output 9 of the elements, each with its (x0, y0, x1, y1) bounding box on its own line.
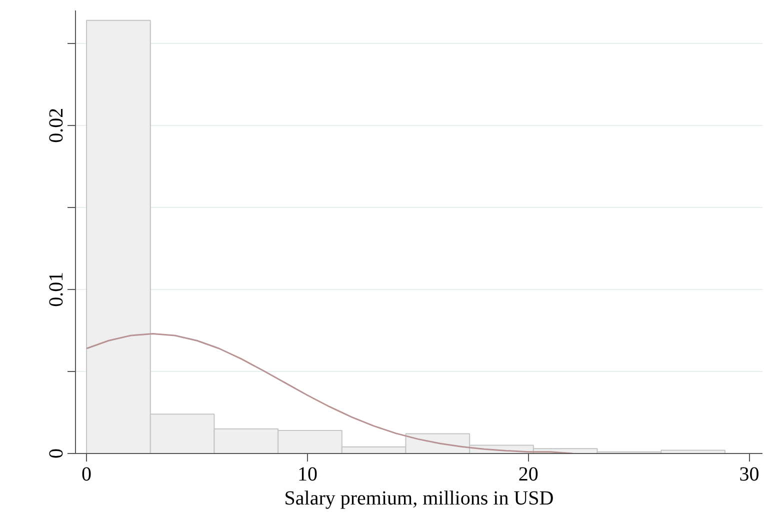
x-tick-label: 30 (739, 464, 760, 486)
y-tick-label: 0.02 (46, 108, 68, 143)
x-tick-label: 20 (518, 464, 538, 486)
x-tick-label: 10 (297, 464, 318, 486)
y-tick-label: 0.01 (46, 272, 68, 307)
x-tick-label: 0 (82, 464, 92, 486)
y-tick-label: 0 (46, 448, 68, 458)
x-axis-title: Salary premium, millions in USD (284, 488, 554, 510)
line-series (86, 332, 574, 454)
